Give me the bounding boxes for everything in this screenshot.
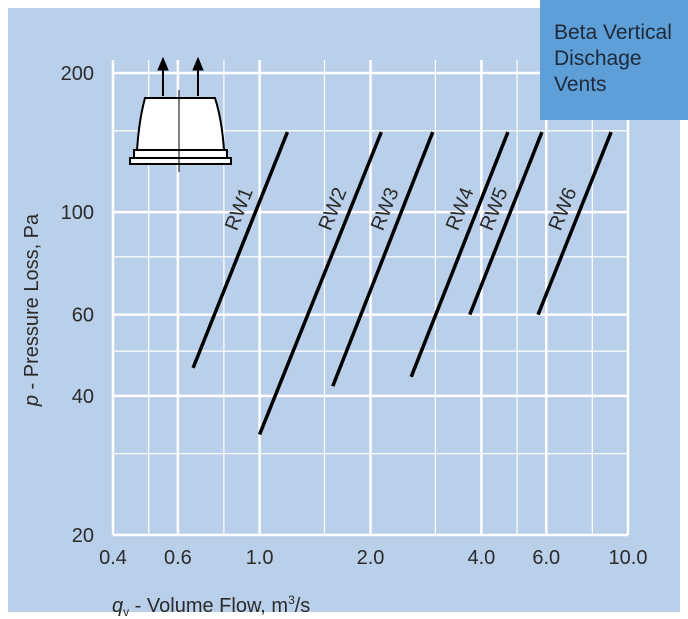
x-tick-label: 0.4 bbox=[99, 547, 127, 569]
series-line bbox=[409, 131, 510, 378]
x-tick-label: 0.6 bbox=[164, 547, 192, 569]
y-tick-label: 200 bbox=[61, 63, 94, 85]
y-axis-label: p - Pressure Loss, Pa bbox=[21, 213, 43, 407]
x-label-subscript: v bbox=[123, 605, 129, 619]
x-axis-label: qv - Volume Flow, m3/s bbox=[112, 593, 310, 619]
series-line bbox=[191, 131, 290, 369]
fan-icon bbox=[129, 56, 232, 172]
y-tick-label: 40 bbox=[72, 386, 94, 408]
chart-title: Beta Vertical Dischage Vents bbox=[540, 0, 688, 120]
y-tick-label: 20 bbox=[72, 525, 94, 547]
y-label-symbol: p bbox=[21, 395, 43, 407]
series-line bbox=[331, 131, 435, 387]
series-line bbox=[468, 131, 544, 316]
x-label-suffix: /s bbox=[295, 595, 311, 617]
series-line bbox=[257, 131, 383, 436]
x-tick-label: 10.0 bbox=[609, 547, 648, 569]
x-label-superscript: 3 bbox=[288, 593, 295, 607]
y-label-text: - Pressure Loss, Pa bbox=[21, 213, 43, 395]
x-tick-label: 1.0 bbox=[246, 547, 274, 569]
x-label-symbol: q bbox=[112, 595, 123, 617]
x-tick-label: 2.0 bbox=[357, 547, 385, 569]
y-tick-label: 60 bbox=[72, 305, 94, 327]
x-tick-label: 4.0 bbox=[467, 547, 495, 569]
y-tick-label: 100 bbox=[61, 202, 94, 224]
x-tick-label: 6.0 bbox=[532, 547, 560, 569]
x-label-text: - Volume Flow, m bbox=[129, 595, 288, 617]
series-line bbox=[536, 131, 613, 316]
